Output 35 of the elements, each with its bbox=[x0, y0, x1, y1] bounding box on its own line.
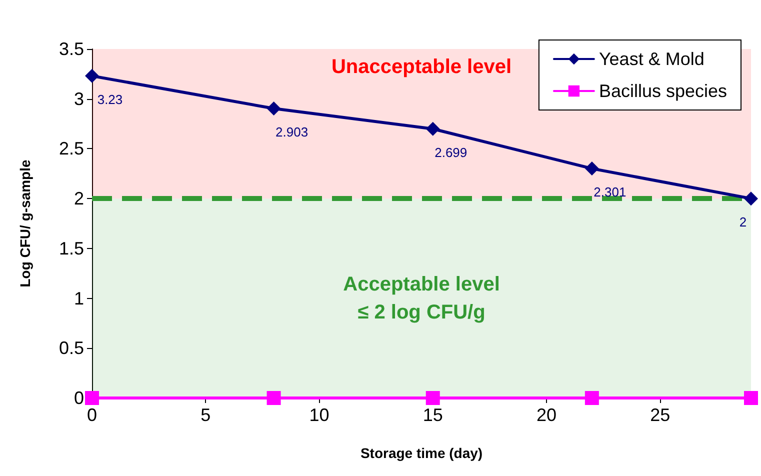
x-tick-label: 5 bbox=[200, 405, 211, 425]
band-label: Acceptable level ≤ 2 log CFU/g bbox=[343, 273, 500, 324]
y-tick-label: 1.5 bbox=[58, 238, 84, 258]
point bbox=[266, 102, 281, 116]
data-label: 2.301 bbox=[594, 184, 626, 200]
point bbox=[584, 391, 599, 405]
y-tick-label: 0.5 bbox=[58, 338, 84, 358]
x-tick-label: 25 bbox=[650, 405, 670, 425]
x-tick-label: 0 bbox=[86, 405, 98, 425]
y-tick-label: 3 bbox=[74, 88, 84, 109]
point bbox=[744, 192, 758, 206]
x-axis-title: Storage time (day) bbox=[360, 445, 483, 461]
y-tick-label: 1 bbox=[74, 288, 84, 308]
point bbox=[744, 391, 758, 405]
point bbox=[85, 391, 99, 405]
point bbox=[426, 122, 440, 136]
y-tick-label: 2.5 bbox=[58, 138, 84, 159]
legend-label: Yeast & Mold bbox=[598, 49, 704, 69]
data-label: 2 bbox=[739, 214, 747, 230]
data-label: 2.903 bbox=[276, 124, 308, 140]
y-tick-label: 3.5 bbox=[58, 39, 84, 59]
y-tick-label: 0 bbox=[74, 388, 84, 408]
data-label: 2.699 bbox=[434, 144, 468, 160]
x-tick-label: 10 bbox=[309, 405, 330, 425]
data-label: 3.23 bbox=[97, 92, 123, 107]
y-tick-label: 2 bbox=[74, 188, 84, 209]
y-axis-title: Log CFU/ g-sample bbox=[17, 160, 33, 288]
band-label: Unacceptable level bbox=[331, 56, 512, 78]
x-tick-label: 15 bbox=[422, 405, 443, 425]
point bbox=[426, 391, 440, 405]
point bbox=[584, 162, 599, 176]
x-tick-label: 20 bbox=[536, 405, 556, 425]
point bbox=[85, 68, 99, 83]
point bbox=[266, 391, 281, 405]
legend-label: Bacillus species bbox=[598, 81, 728, 101]
